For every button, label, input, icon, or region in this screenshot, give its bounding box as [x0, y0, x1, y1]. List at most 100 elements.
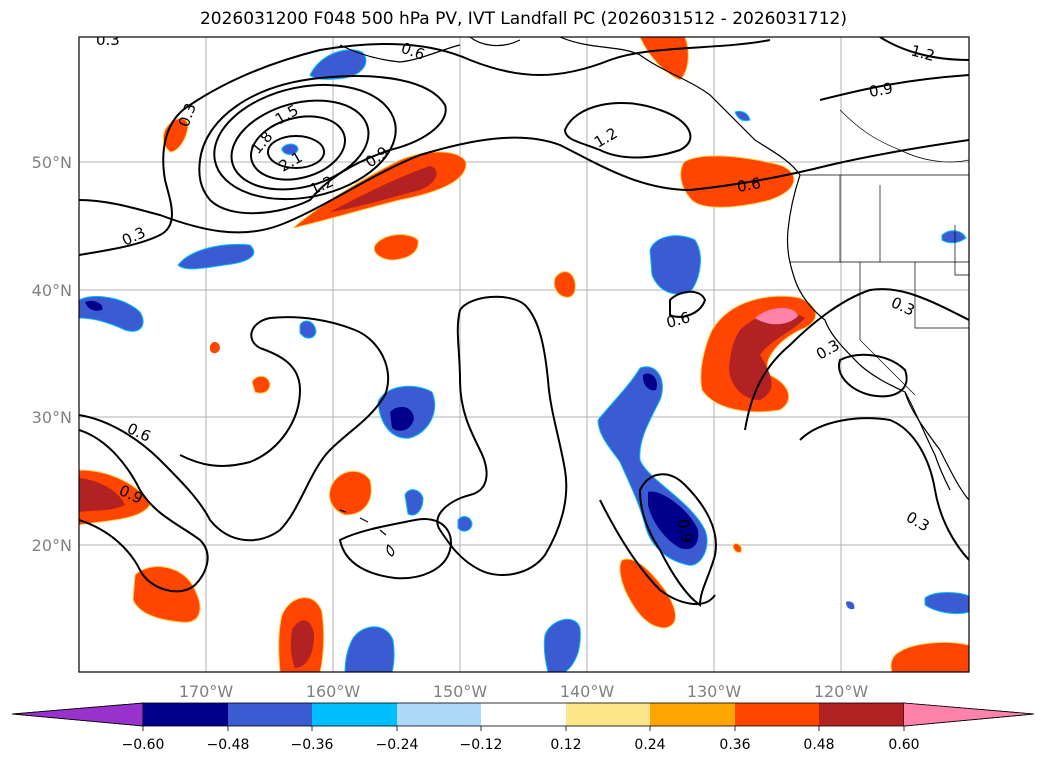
colorbar-under-arrow	[11, 702, 144, 727]
anomaly-small-1	[373, 234, 419, 261]
colorbar-tick-label: −0.12	[460, 737, 503, 753]
north-america-coast	[469, 37, 969, 501]
contour-hawaii-loop	[338, 518, 452, 580]
contour-1-5	[230, 99, 370, 191]
contour-label: 0.6	[736, 174, 763, 196]
contour-pnw	[563, 102, 692, 159]
anomaly-west-edge-core	[79, 478, 125, 512]
colorbar-segment	[228, 703, 312, 726]
anomaly-small-blue-1	[404, 489, 424, 516]
colorbar-segment	[819, 703, 904, 726]
colorbar-tick-label: −0.36	[291, 737, 334, 753]
latitude-labels: 50°N 40°N 30°N 20°N	[32, 153, 72, 555]
contour-label: 1.2	[909, 41, 937, 65]
contour-east-band	[638, 473, 717, 607]
colorbar-segment	[566, 703, 650, 726]
colorbar-segment	[481, 703, 566, 726]
lat-label-50n: 50°N	[32, 153, 72, 172]
anomaly-south-center-core	[290, 620, 314, 668]
colorbar-segment	[143, 703, 228, 726]
coastlines	[339, 37, 969, 557]
anomaly-southeast-corner	[890, 641, 969, 672]
contour-label: 0.6	[664, 308, 692, 332]
anomaly-south-blue-1	[344, 626, 395, 672]
anomaly-small-6	[732, 543, 742, 553]
colorbar-tick-label: −0.60	[122, 737, 165, 753]
colorbar-ticks	[142, 726, 905, 731]
negative-anomalies	[79, 49, 969, 672]
lon-label-140w: 140°W	[560, 682, 615, 701]
lon-label-130w: 130°W	[687, 682, 742, 701]
colorbar-segment	[397, 703, 481, 726]
contour-label: 0.9	[868, 79, 895, 101]
anomaly-small-4	[251, 375, 271, 394]
anomaly-small-blue-5	[281, 143, 299, 155]
anomaly-gulf-alaska-top	[639, 37, 689, 81]
colorbar-segment	[312, 703, 397, 726]
baja-california	[904, 391, 951, 491]
anomaly-hawaii-north	[329, 470, 372, 516]
contour-0-3-west	[79, 316, 390, 542]
contour-1-8	[249, 115, 347, 181]
colorbar: −0.60 −0.48 −0.36 −0.24 −0.12 0.12 0.24 …	[11, 702, 1035, 753]
anomaly-small-blue-3	[299, 320, 317, 339]
anomaly-small-blue-6	[734, 110, 751, 122]
colorbar-tick-label: 0.48	[803, 737, 834, 753]
anomaly-small-blue-4	[941, 230, 967, 244]
contour-0-6-mid	[79, 429, 209, 593]
contour-sub-right	[599, 499, 716, 606]
colorbar-tick-label: 0.36	[719, 737, 750, 753]
anomaly-small-blue-7	[846, 601, 855, 610]
anomaly-gulf-alaska-blue	[309, 49, 367, 80]
pv-contours	[79, 37, 969, 607]
lon-label-170w: 170°W	[179, 682, 234, 701]
colorbar-segment	[650, 703, 735, 726]
contour-0-6-coast	[669, 290, 707, 318]
hawaii-islands	[339, 509, 395, 557]
anomaly-se-blue	[924, 592, 969, 615]
contour-label: 0.9	[674, 518, 696, 545]
anomaly-small-5	[210, 342, 220, 354]
map-area: 0.3 0.3 0.3 0.3 0.3 0.3 0.6 0.6 0.6 0.6 …	[79, 31, 969, 672]
colorbar-segment	[735, 703, 819, 726]
figure-title: 2026031200 F048 500 hPa PV, IVT Landfall…	[199, 9, 847, 29]
contour-label: 0.3	[96, 31, 120, 49]
contour-0-3-southeast	[799, 417, 969, 561]
contour-1-2a	[213, 83, 397, 201]
anomaly-sub-blue-2-core	[85, 300, 103, 311]
colorbar-tick-label: −0.24	[376, 737, 419, 753]
longitude-labels: 170°W 160°W 150°W 140°W 130°W 120°W	[179, 682, 869, 701]
anomaly-california-core	[729, 312, 805, 400]
contour-1-2b	[198, 75, 447, 215]
anomaly-small-blue-2	[457, 516, 473, 532]
anomaly-subtropics-west	[132, 566, 201, 623]
colorbar-tick-label: 0.24	[634, 737, 665, 753]
lat-label-30n: 30°N	[32, 408, 72, 427]
anomaly-pac-blue	[649, 235, 701, 295]
anomaly-small-3	[553, 271, 576, 298]
colorbar-tick-label: −0.48	[207, 737, 250, 753]
lon-label-150w: 150°W	[433, 682, 488, 701]
contour-0-9-right	[819, 37, 969, 101]
anomaly-california-peak	[755, 307, 798, 325]
anomaly-south-blue-2	[543, 618, 581, 672]
contour-2-1	[267, 135, 325, 169]
lat-label-20n: 20°N	[32, 536, 72, 555]
anomaly-pacific-nw	[680, 155, 795, 208]
lon-label-120w: 120°W	[814, 682, 869, 701]
gridlines	[79, 37, 969, 672]
anomaly-band-blue-core	[648, 491, 699, 550]
contour-0-3-mid-east	[838, 353, 908, 398]
anomaly-band-blue-top	[642, 373, 657, 391]
contour-central-loop	[436, 295, 568, 576]
map-frame	[78, 36, 970, 673]
political-borders	[790, 109, 969, 396]
colorbar-tick-label: 0.60	[888, 737, 919, 753]
anomaly-sub-blue-1	[177, 243, 255, 270]
colorbar-tick-label: 0.12	[550, 737, 581, 753]
anomaly-south-east	[619, 558, 676, 629]
contour-0-6-north	[79, 39, 771, 256]
contour-0-3-east	[744, 288, 969, 431]
anomaly-north-pacific-core	[330, 166, 437, 212]
